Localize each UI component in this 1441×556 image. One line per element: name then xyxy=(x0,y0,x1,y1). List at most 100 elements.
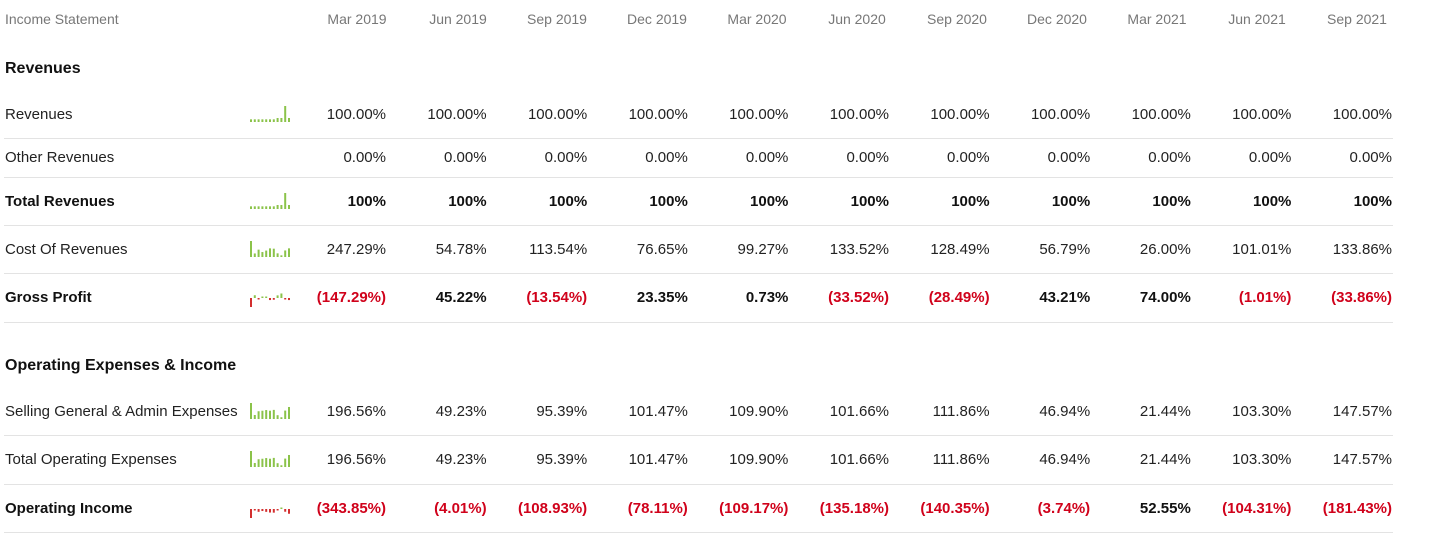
sparkline-bar xyxy=(276,118,279,122)
cell-value: 100% xyxy=(1051,193,1091,210)
column-header-dec-2019[interactable]: Dec 2019 xyxy=(627,11,687,27)
cell-value: 147.57% xyxy=(1332,451,1392,468)
sparkline-bar xyxy=(269,298,271,301)
sparkline-bar xyxy=(288,118,290,122)
table-title: Income Statement xyxy=(5,11,119,27)
table-header: Income Statement Mar 2019 Jun 2019 Sep 201… xyxy=(0,0,1393,36)
cell-value: (343.85%) xyxy=(316,500,386,517)
cell-value: 21.44% xyxy=(1139,451,1191,468)
sparkline-chart-icon[interactable] xyxy=(250,499,290,519)
cell-value: 95.39% xyxy=(536,403,588,420)
sparkline-bar xyxy=(280,255,283,257)
column-header-dec-2020[interactable]: Dec 2020 xyxy=(1027,11,1087,27)
section-title-operating-expenses-and-income: Operating Expenses & Income xyxy=(5,357,237,374)
column-header-mar-2021[interactable]: Mar 2021 xyxy=(1127,11,1187,27)
cell-value: 23.35% xyxy=(636,289,688,306)
column-header-mar-2019[interactable]: Mar 2019 xyxy=(327,11,387,27)
sparkline-bar xyxy=(261,252,264,257)
row-label: Other Revenues xyxy=(5,149,115,166)
table-row-total-operating-expenses: Total Operating Expenses 196.56% 49.23% 95.… xyxy=(4,436,1393,485)
column-header-jun-2021[interactable]: Jun 2021 xyxy=(1228,11,1286,27)
cell-value: 0.00% xyxy=(745,149,789,166)
cell-value: 21.44% xyxy=(1139,403,1191,420)
sparkline-bar xyxy=(250,241,252,257)
cell-value: 43.21% xyxy=(1039,289,1091,306)
sparkline-bar xyxy=(269,119,271,122)
sparkline-bar xyxy=(253,206,256,209)
cell-value: 101.47% xyxy=(628,403,688,420)
cell-value: 0.00% xyxy=(1047,149,1091,166)
sparkline-bar xyxy=(284,250,287,257)
cell-value: (108.93%) xyxy=(517,500,588,517)
sparkline-bar xyxy=(257,206,260,209)
sparkline-bar xyxy=(265,250,268,257)
sparkline-bar xyxy=(280,507,283,509)
cell-value: 100.00% xyxy=(628,106,688,123)
cell-value: 100% xyxy=(850,193,889,210)
cell-value: 113.54% xyxy=(529,241,588,258)
column-header-jun-2019[interactable]: Jun 2019 xyxy=(429,11,487,27)
cell-value: 128.49% xyxy=(930,241,990,258)
cell-value: 100% xyxy=(1253,193,1292,210)
sparkline-bar xyxy=(261,206,264,209)
column-header-sep-2019[interactable]: Sep 2019 xyxy=(527,11,587,27)
sparkline-bar xyxy=(269,206,271,209)
cell-value: (3.74%) xyxy=(1037,500,1091,517)
cell-value: (135.18%) xyxy=(819,500,889,517)
column-header-jun-2020[interactable]: Jun 2020 xyxy=(828,11,886,27)
table-row-operating-income: Operating Income (343.85%) (4.01%) (108.93%… xyxy=(4,485,1393,533)
sparkline-bar xyxy=(272,509,275,513)
cell-value: 76.65% xyxy=(636,241,688,258)
sparkline-bar xyxy=(261,410,264,419)
sparkline-chart-icon[interactable] xyxy=(250,240,290,260)
sparkline-chart-icon[interactable] xyxy=(250,402,290,422)
cell-value: (13.54%) xyxy=(526,289,588,306)
sparkline-bar xyxy=(269,509,271,513)
cell-value: 109.90% xyxy=(729,403,789,420)
cell-value: 0.00% xyxy=(846,149,889,166)
cell-value: 74.00% xyxy=(1139,289,1191,306)
sparkline-bar xyxy=(265,410,268,419)
cell-value: 95.39% xyxy=(536,451,588,468)
sparkline-bar xyxy=(288,205,290,209)
sparkline-bar xyxy=(257,298,260,300)
sparkline-bar xyxy=(280,205,283,209)
sparkline-bar xyxy=(253,509,256,511)
table-row-selling-general-and-admin-expenses: Selling General & Admin Expenses 196.56% 4… xyxy=(4,388,1393,436)
cell-value: (104.31%) xyxy=(1222,500,1292,517)
sparkline-bar xyxy=(272,248,275,257)
sparkline-bar xyxy=(269,458,271,467)
sparkline-chart-icon[interactable] xyxy=(250,105,290,125)
sparkline-bar xyxy=(288,298,290,301)
row-label: Total Revenues xyxy=(5,193,115,210)
sparkline-bar xyxy=(261,119,264,122)
table-row-gross-profit: Gross Profit (147.29%) 45.22% (13.54%) 23.35… xyxy=(4,274,1393,323)
sparkline-bar xyxy=(269,410,271,419)
sparkline-bar xyxy=(288,454,290,467)
cell-value: 0.00% xyxy=(1148,149,1191,166)
cell-value: (1.01%) xyxy=(1238,289,1292,306)
cell-value: 0.00% xyxy=(645,149,688,166)
column-header-sep-2020[interactable]: Sep 2020 xyxy=(927,11,987,27)
sparkline-chart-icon[interactable] xyxy=(250,288,290,308)
cell-value: (33.86%) xyxy=(1331,289,1392,306)
sparkline-bar xyxy=(253,414,256,419)
sparkline-chart-icon[interactable] xyxy=(250,192,290,212)
column-header-mar-2020[interactable]: Mar 2020 xyxy=(727,11,787,27)
sparkline-bar xyxy=(250,451,252,467)
section-title-revenues: Revenues xyxy=(5,60,81,77)
sparkline-bar xyxy=(257,119,260,122)
sparkline-bar xyxy=(272,298,275,300)
cell-value: 100% xyxy=(1152,193,1191,210)
cell-value: 100.00% xyxy=(829,106,889,123)
sparkline-chart-icon[interactable] xyxy=(250,450,290,470)
cell-value: 100.00% xyxy=(1131,106,1191,123)
row-label: Gross Profit xyxy=(5,289,92,306)
column-header-sep-2021[interactable]: Sep 2021 xyxy=(1327,11,1387,27)
cell-value: 196.56% xyxy=(326,403,386,420)
sparkline-bar xyxy=(272,409,275,419)
cell-value: 101.01% xyxy=(1232,241,1292,258)
sparkline-bar xyxy=(288,248,290,257)
sparkline-bar xyxy=(284,410,287,419)
